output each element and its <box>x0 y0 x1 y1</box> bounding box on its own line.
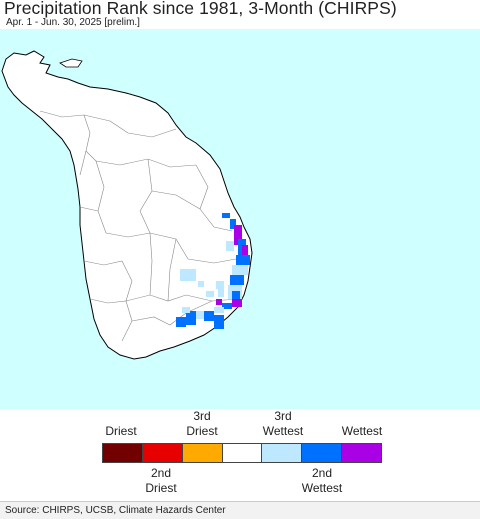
legend-swatch-3rd-driest <box>182 444 223 462</box>
legend-swatch-driest <box>103 444 143 462</box>
legend-label-driest: Driest <box>105 424 137 438</box>
legend-label-wettest: Wettest <box>341 424 383 438</box>
map-panel <box>0 29 480 409</box>
legend-label-3rd-driest: 3rd Driest <box>186 409 218 438</box>
source-credit: Source: CHIRPS, UCSB, Climate Hazards Ce… <box>5 505 226 516</box>
legend-swatch-2nd-driest <box>142 444 183 462</box>
sri-lanka-landmass <box>1 50 253 360</box>
legend-swatch-normal <box>222 444 263 462</box>
map-title: Precipitation Rank since 1981, 3-Month (… <box>4 0 397 18</box>
legend-label-2nd-wettest: 2nd Wettest <box>301 466 343 495</box>
legend-swatch-3rd-wettest <box>262 444 303 462</box>
footer: Source: CHIRPS, UCSB, Climate Hazards Ce… <box>0 501 480 519</box>
northern-islet <box>59 58 83 68</box>
legend-label-2nd-driest: 2nd Driest <box>145 466 177 495</box>
sri-lanka-map <box>1 50 253 360</box>
legend-colorbar <box>102 443 382 463</box>
legend-swatch-2nd-wettest <box>302 444 343 462</box>
map-subtitle: Apr. 1 - Jun. 30, 2025 [prelim.] <box>6 17 140 28</box>
legend-label-3rd-wettest: 3rd Wettest <box>262 409 304 438</box>
wet-anomaly-pixels <box>176 213 250 329</box>
legend-swatch-wettest <box>342 444 382 462</box>
